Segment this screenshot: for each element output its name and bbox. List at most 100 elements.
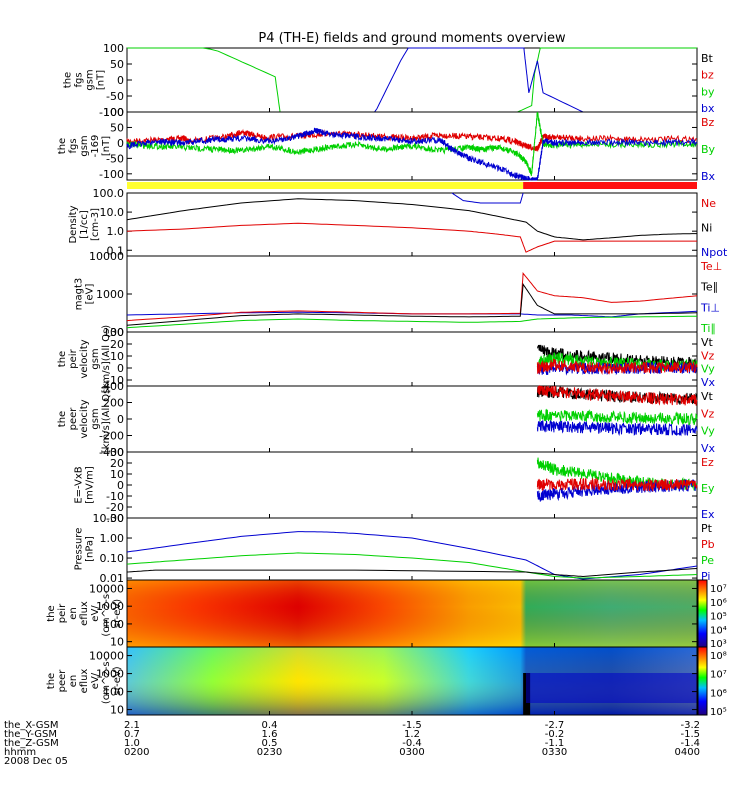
y-tick-label: 20 bbox=[110, 338, 124, 351]
y-tick-label: 10 bbox=[110, 350, 124, 363]
legend-peer_v-entry: Vt bbox=[701, 390, 714, 403]
x-axis-row-label: the_Z-GSM bbox=[4, 738, 59, 749]
figure-title: P4 (TH-E) fields and ground moments over… bbox=[258, 31, 566, 46]
y-tick-label: 10000 bbox=[89, 582, 124, 595]
legend-efield-entry: Ey bbox=[701, 482, 715, 495]
y-axis-label: thefgsgsm-169[nT] bbox=[57, 135, 112, 158]
colorbar-label: 10⁷ bbox=[710, 670, 727, 681]
y-tick-label: -10 bbox=[106, 490, 124, 503]
x-axis-row-value: -2.7 bbox=[545, 720, 565, 731]
y-tick-label: 10 bbox=[110, 704, 124, 717]
colorbar-label: 10³ bbox=[710, 639, 727, 650]
legend-fgl-entry: By bbox=[701, 143, 716, 156]
y-axis-label: thepeirvelocitygsm[km/s](All Qs) bbox=[57, 325, 112, 393]
legend-efield-entry: Ez bbox=[701, 456, 714, 469]
y-tick-label: -100 bbox=[99, 168, 124, 181]
legend-fgs-entry: bz bbox=[701, 69, 714, 82]
legend-fgs-entry: Bt bbox=[701, 52, 714, 65]
temp-frame bbox=[126, 255, 698, 333]
y-tick-label: 1.0 bbox=[107, 225, 125, 238]
y-tick-label: 100 bbox=[103, 618, 124, 631]
y-tick-label: 100 bbox=[103, 42, 124, 55]
fgs-frame bbox=[126, 47, 698, 113]
y-tick-label: 100.0 bbox=[93, 187, 125, 200]
legend-fgl-entry: Bz bbox=[701, 116, 715, 129]
legend-density-entry: Npot bbox=[701, 246, 728, 259]
series-temp-Te∥ bbox=[126, 282, 698, 326]
y-tick-label: 0.1 bbox=[107, 244, 125, 257]
series-density-Ni bbox=[126, 198, 697, 241]
legend-density-entry: Ne bbox=[701, 197, 716, 210]
y-tick-label: 0 bbox=[117, 137, 124, 150]
legend-temp-entry: Te∥ bbox=[700, 281, 718, 294]
x-axis-row-value: 0.4 bbox=[262, 720, 278, 731]
peer_en-colorbar bbox=[697, 646, 708, 716]
x-axis-row-value: -0.4 bbox=[402, 738, 422, 749]
y-axis-label: magt3[eV] bbox=[74, 278, 96, 311]
legend-pressure-entry: Pe bbox=[701, 554, 714, 567]
colorbar-label: 10⁶ bbox=[710, 688, 727, 699]
series-fgl-Bx bbox=[126, 127, 698, 181]
y-tick-label: -400 bbox=[99, 446, 124, 459]
series-fgl-By bbox=[126, 111, 697, 176]
x-axis-row-value: 1.6 bbox=[262, 729, 278, 740]
series-peer_v-Vy bbox=[536, 408, 698, 426]
panel-fgl: 100 50 0 -50 -100 thefgsgsm-169[nT] Bz By Bx bbox=[57, 106, 716, 183]
peir_en-spectrogram-shade bbox=[127, 580, 697, 647]
panel-temp: 10000 1000 100 magt3[eV] Te⊥ Te∥ Ti⊥ Ti∥ bbox=[74, 250, 723, 339]
y-tick-label: 1000 bbox=[96, 288, 124, 301]
legend-efield-entry: Ex bbox=[701, 508, 715, 521]
x-axis-date: 2008 Dec 05 bbox=[4, 756, 68, 767]
legend-pressure-entry: Pt bbox=[701, 522, 713, 535]
y-tick-label: 0 bbox=[117, 479, 124, 492]
y-tick-label: -200 bbox=[99, 430, 124, 443]
series-fgs-bx bbox=[372, 47, 697, 113]
series-peer_v-Vx bbox=[536, 420, 698, 437]
y-tick-label: 50 bbox=[110, 58, 124, 71]
y-tick-label: 0 bbox=[117, 74, 124, 87]
x-axis-row-value: 0300 bbox=[399, 747, 424, 758]
series-pressure-Pe bbox=[126, 552, 698, 579]
x-axis-row-value: -1.5 bbox=[402, 720, 422, 731]
y-axis-label: thepeervelocitygsm[km/s](All Qs) bbox=[57, 385, 112, 453]
y-tick-label: 20 bbox=[110, 457, 124, 470]
legend-peer_v-entry: Vx bbox=[701, 442, 716, 455]
legend-peir_v-entry: Vy bbox=[701, 363, 715, 376]
y-tick-label: -30 bbox=[106, 512, 124, 525]
y-tick-label: 0.10 bbox=[100, 552, 125, 565]
y-tick-label: 10.00 bbox=[93, 512, 125, 525]
y-axis-label: thepeerenefluxeV/(cm^2-s-sr-eV) bbox=[46, 657, 123, 704]
series-efield-Ez bbox=[536, 477, 698, 493]
legend-peir_v-entry: Vz bbox=[701, 349, 715, 362]
series-density-Npot bbox=[451, 192, 524, 204]
density-frame bbox=[126, 192, 698, 257]
panel-peer_v: 400 200 0 -200 -400thepeervelocitygsm[km/s](… bbox=[57, 380, 716, 459]
y-tick-label: -50 bbox=[106, 90, 124, 103]
series-pressure-Pt bbox=[126, 568, 698, 578]
y-tick-label: 100 bbox=[103, 106, 124, 119]
x-axis-row-value: -0.2 bbox=[545, 729, 565, 740]
colorbar-label: 10⁵ bbox=[710, 707, 727, 718]
legend-peir_v-entry: Vx bbox=[701, 376, 716, 389]
legend-temp-entry: Ti⊥ bbox=[700, 301, 720, 314]
panel-peir_en: 10⁷ 10⁶ 10⁵ 10⁴ 10³ 10000 1000 100 10thepeirenef… bbox=[46, 579, 727, 650]
y-tick-label: 1000 bbox=[96, 668, 124, 681]
legend-fgs-entry: bx bbox=[701, 102, 715, 115]
y-tick-label: 10 bbox=[110, 468, 124, 481]
y-tick-label: 0 bbox=[117, 413, 124, 426]
y-tick-label: 10000 bbox=[89, 650, 124, 663]
x-axis-row-value: -1.4 bbox=[680, 738, 700, 749]
panel-peer_en: 10⁸ 10⁷ 10⁶ 10⁵ 10000 1000 100 10thepeereneflux… bbox=[46, 646, 727, 718]
colorbar-label: 10⁸ bbox=[710, 651, 727, 662]
x-axis-row-value: 1.2 bbox=[404, 729, 420, 740]
y-tick-label: 30 bbox=[110, 326, 124, 339]
y-tick-label: 50 bbox=[110, 121, 124, 134]
colorbar-label: 10⁵ bbox=[710, 612, 727, 623]
panel-density: 100.0 10.0 1.0 0.1 Density[1/cc][cm-3] Ne Ni Np… bbox=[68, 187, 728, 259]
series-temp-Ti∥ bbox=[126, 315, 698, 329]
x-axis-row-value: -1.5 bbox=[680, 729, 700, 740]
series-pressure-Pi bbox=[126, 531, 698, 580]
peir_en-colorbar bbox=[697, 579, 708, 648]
